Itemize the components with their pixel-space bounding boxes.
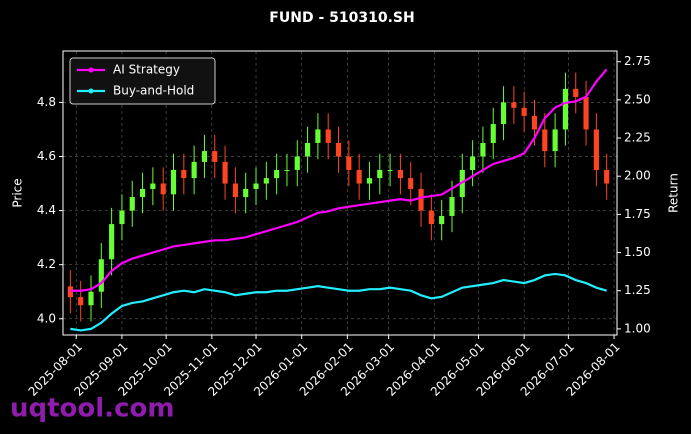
y2-tick-label: 2.00 [624,169,651,183]
y2-tick-label: 1.25 [624,283,651,297]
y2-tick-label: 2.50 [624,92,651,106]
plot-frame [62,50,618,336]
candle-body [583,96,589,130]
candle-body [315,129,321,143]
candle-body [150,183,156,189]
candle-body [263,178,269,184]
candle-body [139,188,146,198]
candle-body [542,129,548,152]
candle-body [201,151,208,162]
candle-body [325,129,331,143]
candle-body [274,170,280,179]
candle-body [232,183,238,198]
candle-body [593,129,599,171]
y2-tick-label: 2.25 [624,131,651,145]
candle-body [490,124,496,143]
y-tick-label: 4.6 [37,149,56,163]
line-series [70,68,608,292]
candle-body [573,88,579,97]
candle-body [181,170,187,179]
y-axis-label: Price [11,178,25,207]
y2-tick-label: 1.75 [624,207,651,221]
y-tick-label: 4.2 [37,257,56,271]
candle-body [356,170,362,184]
legend-label: AI Strategy [113,63,180,77]
candle-body [418,188,424,211]
candle-body [243,188,249,198]
candle-body [428,210,434,225]
candle-body [109,224,115,260]
y2-tick-label: 1.00 [624,321,651,335]
candle-body [222,161,228,184]
candle-body [305,142,311,157]
candle-body [212,151,218,162]
candle-body [98,259,104,292]
candle-body [346,156,352,171]
candle-body [284,170,290,172]
legend-marker [88,67,94,73]
candle-body [397,170,403,179]
candle-body [119,210,125,225]
y2-axis-label: Return [667,173,681,213]
candle-body [170,170,177,195]
chart-title: FUND - 510310.SH [269,10,414,26]
candle-body [191,161,197,179]
candle-body [408,178,414,189]
y2-tick-label: 2.75 [624,54,651,68]
candle-body [480,142,486,157]
y-tick-label: 4.0 [37,311,56,325]
candle-body [439,215,445,225]
legend-box [69,57,216,105]
candle-body [511,102,517,108]
watermark: uqtool.com [10,394,174,424]
y-tick-label: 4.4 [37,203,56,217]
candle-body [335,142,342,157]
candle-body [470,156,476,171]
candle-body [88,291,94,306]
candle-body [253,183,259,189]
candle-body [449,197,455,216]
candle-body [160,183,166,195]
candle-body [129,197,135,211]
candle-body [521,107,527,116]
legend: AI Strategy Buy-and-Hold [69,57,216,105]
candle-body [78,297,84,306]
candle-body [552,129,558,152]
candle-body [366,178,373,184]
y2-tick-label: 1.50 [624,245,651,259]
legend-marker [88,88,94,94]
candle-body [562,88,569,130]
candle-body [294,156,300,171]
candle-body [604,170,610,184]
y-tick-label: 4.8 [37,95,56,109]
candle-body [387,170,393,172]
candle-body [500,102,507,125]
candle-body [531,115,538,130]
line-series [70,272,607,332]
legend-label: Buy-and-Hold [113,84,194,98]
candle-body [377,170,383,179]
